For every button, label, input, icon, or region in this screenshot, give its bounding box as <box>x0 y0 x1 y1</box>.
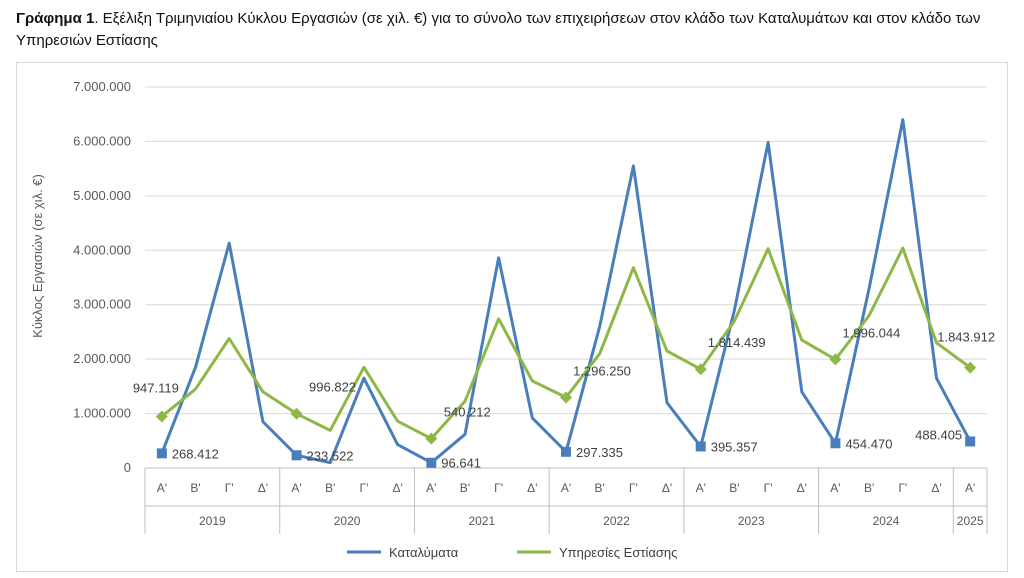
series-marker <box>829 353 842 366</box>
y-tick-label: 4.000.000 <box>73 242 131 257</box>
x-tick-label: Γ' <box>764 481 773 495</box>
series-marker <box>155 410 168 423</box>
x-tick-label: Α' <box>561 481 571 495</box>
x-tick-label: Δ' <box>797 481 807 495</box>
x-tick-label: Γ' <box>494 481 503 495</box>
x-tick-label: Γ' <box>359 481 368 495</box>
x-tick-label: Β' <box>864 481 874 495</box>
data-labels: 268.412 233.522 96.641 297.335 395.357 454.47… <box>133 325 995 470</box>
y-axis-ticks: 0 1.000.000 2.000.000 3.000.000 4.000.000 5.0… <box>73 79 131 475</box>
year-label: 2021 <box>468 514 495 528</box>
x-tick-label: Γ' <box>225 481 234 495</box>
x-tick-label: Β' <box>729 481 739 495</box>
y-tick-label: 6.000.000 <box>73 133 131 148</box>
series-marker <box>290 407 303 420</box>
year-label: 2020 <box>334 514 361 528</box>
y-tick-label: 5.000.000 <box>73 188 131 203</box>
year-label: 2025 <box>957 514 984 528</box>
data-label: 1.814.439 <box>708 335 766 350</box>
figure-caption: Γράφημα 1. Εξέλιξη Τριμηνιαίου Κύκλου Ερ… <box>16 8 1016 52</box>
y-tick-label: 1.000.000 <box>73 406 131 421</box>
x-tick-label: Γ' <box>898 481 907 495</box>
y-tick-label: 3.000.000 <box>73 297 131 312</box>
data-label: 268.412 <box>172 446 219 461</box>
data-label: 96.641 <box>441 456 481 471</box>
legend-label-1: Καταλύματα <box>389 545 459 560</box>
caption-text: . Εξέλιξη Τριμηνιαίου Κύκλου Εργασιών (σ… <box>16 10 981 49</box>
x-tick-label: Α' <box>291 481 301 495</box>
x-tick-label: Δ' <box>931 481 941 495</box>
year-label: 2024 <box>873 514 900 528</box>
x-tick-label: Γ' <box>629 481 638 495</box>
data-label: 395.357 <box>711 439 758 454</box>
data-label: 488.405 <box>915 427 962 442</box>
x-tick-label: Α' <box>965 481 975 495</box>
series-marker <box>965 436 976 447</box>
series-marker <box>694 363 707 376</box>
x-tick-label: Δ' <box>392 481 402 495</box>
year-label: 2022 <box>603 514 630 528</box>
series-lines <box>155 118 977 468</box>
chart-area: 0 1.000.000 2.000.000 3.000.000 4.000.000 5.0… <box>16 62 1008 572</box>
data-label: 233.522 <box>307 448 354 463</box>
data-label: 1.843.912 <box>937 330 995 345</box>
legend-label-2: Υπηρεσίες Εστίασης <box>559 545 677 560</box>
series-line-1 <box>160 118 972 465</box>
x-tick-label: Α' <box>157 481 167 495</box>
y-tick-label: 0 <box>124 460 131 475</box>
y-tick-label: 2.000.000 <box>73 351 131 366</box>
x-tick-label: Α' <box>696 481 706 495</box>
series-line-2 <box>160 246 972 441</box>
year-label: 2019 <box>199 514 226 528</box>
series-marker <box>426 457 437 468</box>
grid-lines <box>145 86 987 415</box>
data-label: 947.119 <box>133 380 179 395</box>
y-axis-label: Κύκλος Εργασιών (σε χιλ. €) <box>30 174 45 338</box>
data-label: 454.470 <box>845 436 892 451</box>
legend: Καταλύματα Υπηρεσίες Εστίασης <box>347 545 677 560</box>
x-tick-label: Δ' <box>527 481 537 495</box>
series-marker <box>560 391 572 404</box>
x-axis: Α' Β' Γ' Δ' Α' Β' Γ' Δ' Α' Β' Γ' Δ' Α' Β' Γ' Δ' Α' Β' Γ' Δ'… <box>144 467 988 534</box>
data-label: 297.335 <box>576 445 623 460</box>
caption-prefix: Γράφημα 1 <box>16 10 95 27</box>
data-label: 540.212 <box>444 405 491 420</box>
data-label: 996.822 <box>309 380 356 395</box>
data-label: 1.996.044 <box>843 325 901 340</box>
y-tick-label: 7.000.000 <box>73 79 131 94</box>
x-tick-label: Β' <box>595 481 605 495</box>
year-label: 2023 <box>738 514 765 528</box>
series-marker <box>291 450 302 461</box>
x-tick-label: Δ' <box>258 481 268 495</box>
x-tick-label: Β' <box>325 481 335 495</box>
x-tick-label: Α' <box>830 481 840 495</box>
series-marker <box>695 441 706 452</box>
x-tick-label: Δ' <box>662 481 672 495</box>
series-marker <box>964 361 977 374</box>
x-tick-label: Β' <box>190 481 200 495</box>
x-tick-label: Β' <box>460 481 470 495</box>
series-marker <box>156 448 167 459</box>
series-marker <box>425 432 438 445</box>
x-tick-label: Α' <box>426 481 436 495</box>
line-chart: 0 1.000.000 2.000.000 3.000.000 4.000.000 5.0… <box>30 79 995 560</box>
data-label: 1.296.250 <box>573 363 631 378</box>
series-marker <box>830 438 841 449</box>
series-marker <box>561 446 571 457</box>
